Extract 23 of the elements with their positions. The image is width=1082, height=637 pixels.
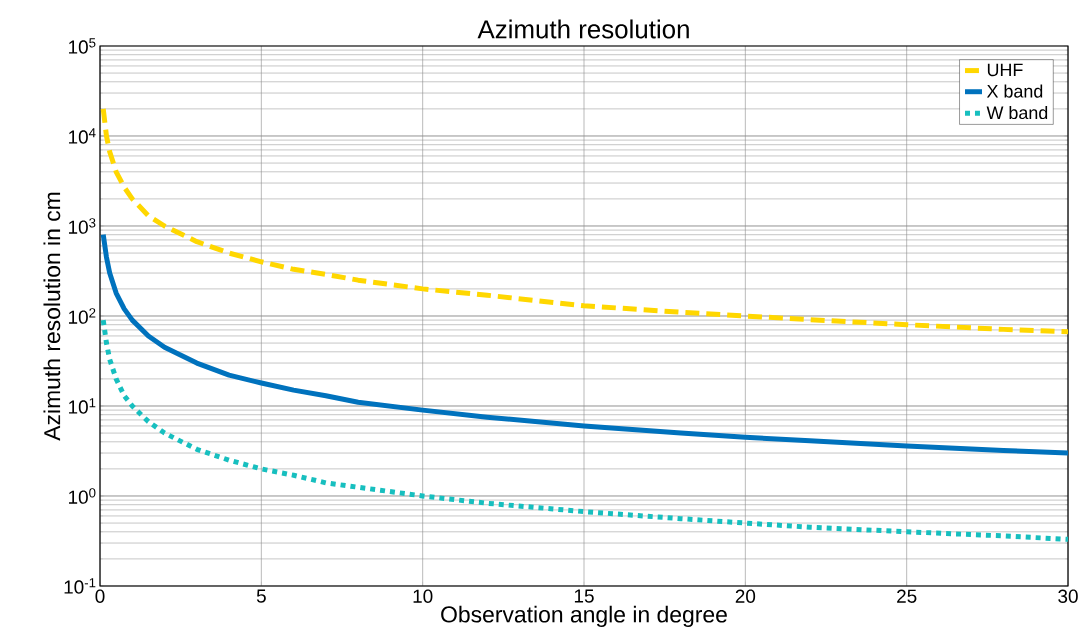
x-tick-label: 10: [413, 589, 433, 603]
x-axis-title: Observation angle in degree: [441, 605, 727, 628]
line-series: [100, 106, 1069, 335]
x-tick-label: 25: [897, 589, 917, 603]
line-series: [100, 232, 1069, 456]
legend-label: W band: [986, 105, 1048, 120]
legend-label: UHF: [987, 63, 1023, 77]
x-tick-label: 30: [1058, 589, 1078, 603]
legend-label: X band: [986, 84, 1043, 98]
y-tick-label: 10$^{3}$: [69, 218, 96, 234]
y-tick-label: 10$^{0}$: [69, 488, 96, 504]
chart-title: Azimuth resolution: [477, 19, 689, 39]
y-tick-label: 10$^{2}$: [69, 308, 96, 324]
y-tick-label: 10$^{5}$: [69, 38, 96, 54]
x-tick-label: 15: [574, 589, 594, 603]
y-tick-label: 10$^{4}$: [69, 128, 96, 144]
line-series: [100, 317, 1069, 542]
y-axis-title: Azimuth resolution in cm: [43, 192, 61, 441]
y-tick-label: 10$^{1}$: [69, 398, 96, 414]
x-tick-label: 20: [735, 589, 756, 603]
y-tick-label: 10$^{-1}$: [64, 578, 96, 594]
x-tick-label: 5: [256, 589, 266, 603]
x-tick-label: 0: [95, 589, 105, 603]
